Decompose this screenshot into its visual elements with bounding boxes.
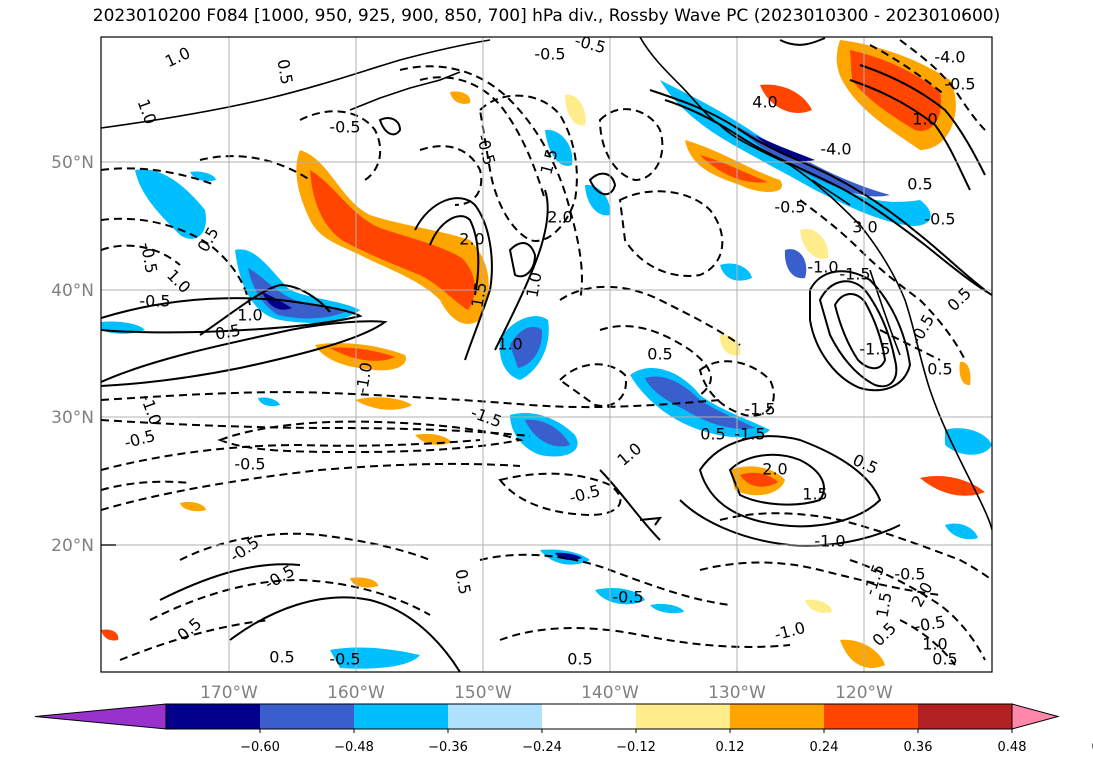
coastline — [101, 37, 992, 531]
colorbar-segment — [918, 704, 1012, 729]
lon-label-150w: 150°W — [454, 683, 512, 703]
map-title: 2023010200 F084 [1000, 950, 925, 900, 85… — [92, 6, 1001, 26]
lon-label-130w: 130°W — [708, 683, 766, 703]
contour-label: 0.5 — [567, 650, 592, 669]
contour-label: -0.5 — [944, 75, 975, 94]
contour-label: 1.5 — [467, 281, 490, 309]
contour-label: 1.0 — [237, 306, 262, 325]
colorbar-tick-label: −0.36 — [428, 740, 468, 755]
colorbar-tick-label: 0.48 — [998, 740, 1027, 755]
contour-label: 2.0 — [547, 208, 572, 227]
contour-label: 0.5 — [700, 425, 725, 444]
contour-label: 1.5 — [802, 485, 827, 504]
colorbar-segment — [636, 704, 730, 729]
contour-label: 0.5 — [907, 175, 932, 194]
negative-divergence-fill — [101, 80, 992, 669]
lat-label-30n: 30°N — [51, 408, 94, 428]
contour-label: 0.5 — [927, 360, 952, 379]
contour-label: 4.0 — [752, 93, 777, 112]
contour-label: -0.5 — [234, 455, 265, 474]
colorbar-tick-label: −0.24 — [522, 740, 562, 755]
contour-label: -1.0 — [814, 532, 845, 551]
contour-label: 0.5 — [647, 345, 672, 364]
graticule — [101, 37, 992, 672]
contour-label: -0.5 — [139, 292, 170, 311]
colorbar-tick-label: −0.48 — [334, 740, 374, 755]
contour-label: 1.0 — [912, 110, 937, 129]
longitude-labels: 170°W 160°W 150°W 140°W 130°W 120°W — [200, 683, 893, 703]
latitude-labels: 50°N 40°N 30°N 20°N — [51, 153, 94, 556]
colorbar-extend-low — [34, 703, 167, 730]
contour-label: 1.0 — [522, 271, 545, 299]
lon-label-140w: 140°W — [581, 683, 639, 703]
colorbar-segment — [260, 704, 354, 729]
colorbar-segment — [448, 704, 542, 729]
contour-label: -1.0 — [807, 258, 838, 277]
colorbar-segment — [354, 704, 448, 729]
contour-label: -1.5 — [734, 425, 765, 444]
map-frame — [100, 36, 993, 673]
colorbar-frame — [165, 703, 1013, 730]
colorbar-tick-label: −0.12 — [616, 740, 656, 755]
contour-label: -1.5 — [859, 340, 890, 359]
lat-label-40n: 40°N — [51, 281, 94, 301]
colorbar-segment — [824, 704, 918, 729]
dashed-contours — [101, 39, 992, 666]
contour-label: -1.5 — [839, 265, 870, 284]
colorbar-tick-label: 0.24 — [810, 740, 839, 755]
colorbar — [34, 703, 1060, 730]
contour-label: -0.5 — [894, 565, 925, 584]
lat-label-50n: 50°N — [51, 153, 94, 173]
contour-label: 0.5 — [273, 58, 296, 86]
lon-label-170w: 170°W — [200, 683, 258, 703]
colorbar-tick-label: 0.60 — [1092, 740, 1093, 755]
contour-label: -4.0 — [820, 140, 851, 159]
contour-label: 2.0 — [762, 460, 787, 479]
contour-label: 3.0 — [852, 218, 877, 237]
contour-label: 0.5 — [269, 648, 294, 667]
contour-label: -0.5 — [612, 588, 643, 607]
colorbar-segment — [166, 704, 260, 729]
contour-label: 2.0 — [459, 230, 484, 249]
contour-label: -0.5 — [534, 45, 565, 64]
solid-contours — [101, 37, 992, 672]
map-plot-area: 1.00.51.0-0.50.5-0.51.0-0.50.51.0-1.0-1.… — [101, 37, 992, 672]
colorbar-segment — [542, 704, 636, 729]
colorbar-extend-high — [1011, 703, 1060, 730]
colorbar-ticks: −0.60 −0.48 −0.36 −0.24 −0.12 0.12 0.24 0.36 0.4… — [240, 729, 1093, 755]
contour-label: 0.5 — [451, 568, 474, 596]
lat-label-20n: 20°N — [51, 536, 94, 556]
contour-label: -0.5 — [329, 118, 360, 137]
lon-label-120w: 120°W — [835, 683, 893, 703]
contour-label: -4.0 — [934, 48, 965, 67]
contour-label: 1.0 — [922, 635, 947, 654]
colorbar-tick-label: 0.36 — [904, 740, 933, 755]
contour-label: -0.5 — [329, 650, 360, 669]
contour-label: 0.5 — [214, 320, 242, 343]
contour-label: -0.5 — [774, 198, 805, 217]
contour-labels: 1.00.51.0-0.50.5-0.51.0-0.50.51.0-1.0-1.… — [122, 37, 975, 669]
contour-label: 1.5 — [872, 591, 895, 619]
contour-label: -1.5 — [744, 400, 775, 419]
lon-label-160w: 160°W — [327, 683, 385, 703]
contour-label: 1.0 — [497, 335, 522, 354]
colorbar-tick-label: 0.12 — [716, 740, 745, 755]
colorbar-segment — [730, 704, 824, 729]
colorbar-tick-label: −0.60 — [240, 740, 280, 755]
contour-label: 0.5 — [932, 650, 957, 669]
contour-label: -0.5 — [924, 210, 955, 229]
